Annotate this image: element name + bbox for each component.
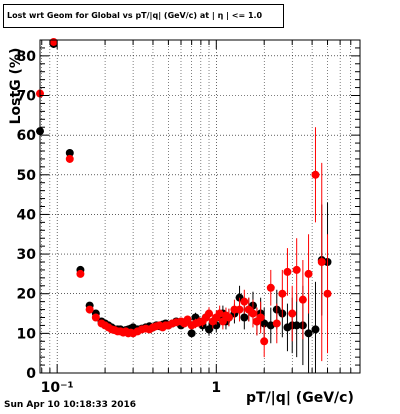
data-point xyxy=(311,325,320,334)
x-tick-label: 10⁻¹ xyxy=(41,380,74,396)
y-tick-label: 50 xyxy=(17,168,37,184)
y-tick-label: 0 xyxy=(26,366,36,382)
data-point xyxy=(323,289,332,298)
data-point xyxy=(288,309,297,318)
data-point xyxy=(278,289,287,298)
data-point xyxy=(183,315,192,324)
data-point xyxy=(304,269,313,278)
data-point xyxy=(85,305,94,314)
y-tick-label: 60 xyxy=(17,128,37,144)
data-point xyxy=(240,297,249,306)
y-axis-label: LostG (%) xyxy=(8,47,24,125)
x-axis-label: pT/|q| (GeV/c) xyxy=(246,390,354,406)
data-point xyxy=(65,148,74,157)
data-point xyxy=(248,309,257,318)
data-point xyxy=(49,37,58,46)
data-point xyxy=(218,317,227,326)
data-point xyxy=(65,154,74,163)
data-point xyxy=(240,313,249,322)
data-point xyxy=(260,319,269,328)
y-tick-label: 20 xyxy=(17,287,37,303)
series-layer xyxy=(36,37,332,373)
data-point xyxy=(215,309,224,318)
data-point xyxy=(260,337,269,346)
y-tick-label: 30 xyxy=(17,247,37,263)
data-point xyxy=(272,319,281,328)
grid-lines xyxy=(40,40,361,373)
y-tick-label: 40 xyxy=(17,207,37,223)
x-tick-label: 1 xyxy=(211,380,221,396)
data-point xyxy=(187,329,196,338)
data-point xyxy=(76,269,85,278)
data-point xyxy=(205,325,214,334)
series-1 xyxy=(36,37,332,362)
data-point xyxy=(235,305,244,314)
data-point xyxy=(91,313,100,322)
timestamp-label: Sun Apr 10 10:18:33 2016 xyxy=(4,400,137,410)
data-point xyxy=(317,258,326,266)
data-point xyxy=(292,321,301,330)
data-point xyxy=(298,295,307,304)
data-point xyxy=(292,265,301,274)
data-point xyxy=(304,329,313,338)
chart-title: Lost wrt Geom for Global vs pT/|q| (GeV/… xyxy=(3,4,284,28)
data-point xyxy=(205,309,214,318)
data-point xyxy=(311,170,320,179)
data-point xyxy=(224,313,233,322)
y-tick-label: 10 xyxy=(17,326,37,342)
y-tick-label: 70 xyxy=(17,89,37,105)
data-point xyxy=(256,313,265,322)
data-point xyxy=(266,321,275,330)
data-point xyxy=(283,267,292,276)
data-point xyxy=(266,283,275,292)
y-tick-label: 80 xyxy=(17,49,37,65)
